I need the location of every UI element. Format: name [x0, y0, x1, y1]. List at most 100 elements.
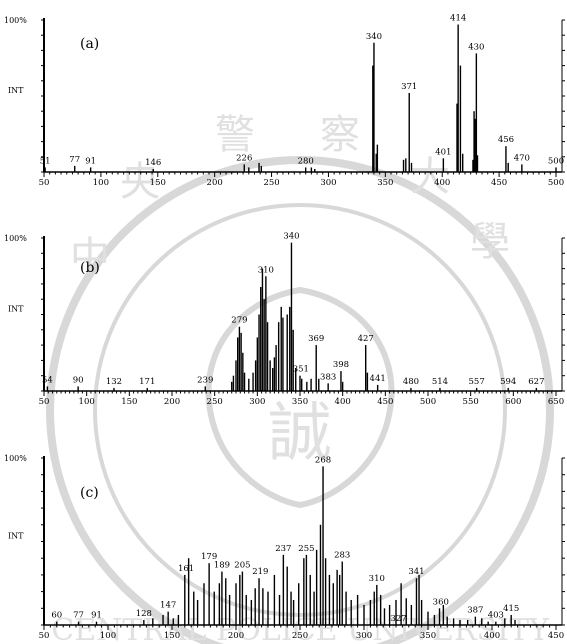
seal-flower-emblem — [205, 286, 395, 509]
peak-label: 398 — [333, 360, 349, 370]
spectrum-panel-a: 50 100 150 200 250 300 350 400 450 500 100% INT (a) 5… — [4, 14, 565, 188]
x-tick-label: 650 — [548, 397, 564, 407]
peak-label: 280 — [298, 156, 314, 166]
spectrum-panel-b: 50 100 150 200 250 300 350 400 450 500 550 600 650 10… — [4, 232, 565, 407]
peak-label: 387 — [467, 606, 483, 616]
peak-label: 205 — [234, 561, 250, 571]
x-tick-label: 200 — [228, 631, 244, 641]
peak-label: 557 — [469, 377, 485, 387]
x-tick-label: 200 — [207, 178, 223, 188]
watermark-char-1: 中 — [70, 234, 110, 280]
peak-label: 403 — [488, 611, 504, 621]
peak-label: 360 — [433, 597, 449, 607]
y-axis-label: INT — [8, 532, 24, 541]
peak-label: 91 — [91, 611, 102, 621]
seal-center-glyph: 誠 — [268, 397, 332, 471]
peak-label: 415 — [503, 604, 519, 614]
peak-label: 383 — [320, 372, 336, 382]
peak-label: 310 — [258, 265, 274, 275]
x-tick-label: 50 — [39, 178, 50, 188]
watermark-char-2: 央 — [120, 159, 160, 205]
peak-label: 500 — [548, 156, 564, 166]
peak-label: 351 — [293, 365, 309, 375]
peak-label: 219 — [252, 567, 268, 577]
x-tick-label: 50 — [39, 397, 50, 407]
peak-label: 371 — [401, 82, 417, 92]
panel-label: (a) — [80, 36, 99, 52]
x-tick-label: 250 — [263, 178, 279, 188]
x-tick-label: 100 — [93, 178, 109, 188]
x-tick-label: 250 — [292, 631, 308, 641]
peak-label: 283 — [334, 551, 350, 561]
peak-label: 128 — [136, 609, 152, 619]
x-tick-label: 400 — [484, 631, 500, 641]
peak-label: 627 — [528, 377, 544, 387]
x-tick-label: 350 — [292, 397, 308, 407]
peak-label: 255 — [298, 544, 314, 554]
x-tick-label: 350 — [377, 178, 393, 188]
x-tick-label: 550 — [463, 397, 479, 407]
peak-label: 51 — [40, 156, 51, 166]
x-tick-label: 400 — [434, 178, 450, 188]
x-tick-label: 100 — [100, 631, 116, 641]
x-tick-label: 300 — [249, 397, 265, 407]
x-tick-label: 250 — [207, 397, 223, 407]
panel-label: (b) — [80, 260, 100, 276]
watermark-char-4: 察 — [320, 112, 360, 158]
x-tick-label: 450 — [548, 631, 564, 641]
university-seal-watermark: 誠 中 央 警 察 大 學 CENTRAL POLICE UNIVERSITY — [46, 112, 554, 644]
peak-label: 470 — [514, 153, 530, 163]
panel-label: (c) — [80, 485, 99, 501]
peak-label: 239 — [197, 375, 213, 385]
peak-label: 179 — [201, 552, 217, 562]
peak-label: 594 — [500, 377, 516, 387]
peak-label: 77 — [69, 155, 80, 165]
x-tick-label: 150 — [164, 631, 180, 641]
seal-ring-text: CENTRAL POLICE UNIVERSITY — [51, 613, 550, 644]
x-tick-label: 500 — [420, 397, 436, 407]
peak-label: 279 — [231, 316, 247, 326]
peak-label: 161 — [178, 564, 194, 574]
peak-label: 132 — [106, 377, 122, 387]
peak-label: 147 — [160, 601, 176, 611]
x-tick-label: 50 — [39, 631, 50, 641]
x-tick-label: 150 — [121, 397, 137, 407]
x-tick-label: 200 — [164, 397, 180, 407]
x-tick-label: 350 — [420, 631, 436, 641]
peak-label: 369 — [308, 334, 324, 344]
watermark-char-3: 警 — [215, 112, 255, 158]
peak-label: 441 — [370, 374, 386, 384]
peak-label: 60 — [51, 611, 62, 621]
peak-label: 327 — [390, 614, 406, 624]
y-top-label: 100% — [4, 454, 27, 463]
y-top-label: 100% — [4, 16, 27, 25]
peak-label: 401 — [435, 147, 451, 157]
x-tick-label: 450 — [377, 397, 393, 407]
peak-label: 268 — [315, 455, 331, 465]
peak-label: 146 — [145, 158, 161, 168]
peak-label: 480 — [403, 377, 419, 387]
x-tick-label: 150 — [150, 178, 166, 188]
peak-label: 430 — [468, 42, 484, 52]
peak-label: 189 — [214, 561, 230, 571]
peak-label: 171 — [139, 377, 155, 387]
x-tick-label: 400 — [335, 397, 351, 407]
peak-label: 427 — [358, 334, 374, 344]
peak-label: 237 — [275, 544, 291, 554]
x-tick-label: 300 — [320, 178, 336, 188]
y-axis-label: INT — [8, 305, 24, 314]
peak-label: 91 — [85, 156, 96, 166]
x-tick-label: 600 — [505, 397, 521, 407]
peak-label: 310 — [369, 574, 385, 584]
x-tick-label: 500 — [548, 178, 564, 188]
peak-label: 456 — [498, 135, 514, 145]
peak-label: 340 — [283, 232, 299, 242]
x-tick-label: 450 — [491, 178, 507, 188]
peak-label: 54 — [42, 375, 53, 385]
seal-outer-ring — [46, 156, 554, 644]
peak-label: 514 — [432, 377, 448, 387]
seal-inner-ring — [93, 203, 507, 617]
spectrum-panel-c: 50 100 150 200 250 300 350 400 450 100% INT (c) 60 77… — [4, 454, 565, 641]
peak-label: 226 — [236, 153, 252, 163]
